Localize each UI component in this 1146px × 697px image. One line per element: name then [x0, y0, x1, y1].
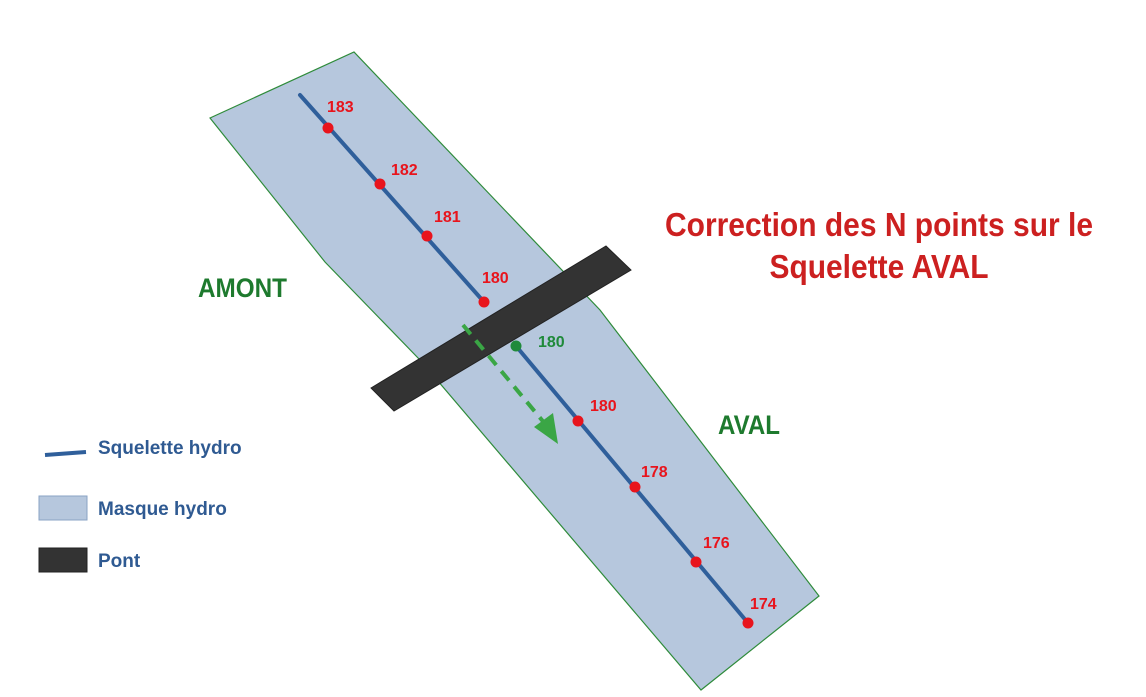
downstream-point-label: 174: [750, 596, 777, 613]
corrected-point: [510, 340, 522, 352]
legend-bridge-swatch: [38, 547, 88, 573]
legend-skeleton-label: Squelette hydro: [98, 438, 242, 459]
downstream-point: [572, 415, 584, 427]
upstream-point: [374, 178, 386, 190]
legend-mask-swatch: [38, 495, 88, 521]
downstream-point-label: 176: [703, 535, 730, 552]
downstream-point: [690, 556, 702, 568]
correction-arrow: [461, 323, 548, 427]
downstream-point: [629, 481, 641, 493]
correction-arrow-head: [534, 413, 558, 444]
hydro-mask: [209, 51, 820, 691]
upstream-point-label: 181: [434, 209, 461, 226]
upstream-point: [478, 296, 490, 308]
title-line-2: Squelette AVAL: [770, 248, 989, 285]
title-line-1: Correction des N points sur le: [665, 206, 1093, 243]
downstream-point-label: 178: [641, 464, 668, 481]
upstream-point: [322, 122, 334, 134]
upstream-point: [421, 230, 433, 242]
upstream-point-label: 183: [327, 99, 354, 116]
legend-skeleton-swatch: [44, 450, 87, 457]
bridge: [370, 245, 632, 412]
corrected-point-label: 180: [538, 334, 565, 351]
downstream-zone-label: AVAL: [718, 410, 780, 440]
downstream-point: [742, 617, 754, 629]
downstream-point-label: 180: [590, 398, 617, 415]
upstream-zone-label: AMONT: [198, 273, 287, 303]
legend-bridge-label: Pont: [98, 551, 141, 572]
legend-mask-label: Masque hydro: [98, 499, 227, 520]
upstream-point-label: 182: [391, 162, 418, 179]
upstream-point-label: 180: [482, 270, 509, 287]
